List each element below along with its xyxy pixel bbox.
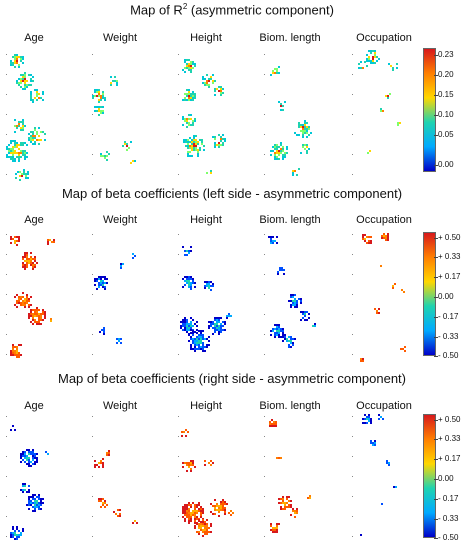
colorbar-tick-label: - 0.50 [438, 351, 459, 360]
colorbar-tick [434, 499, 438, 500]
colorbar-tick [434, 479, 438, 480]
section-2-title: Map of beta coefficients (left side - as… [61, 186, 403, 201]
col-label-biom-length: Biom. length [259, 400, 321, 412]
map-right-weight [92, 412, 148, 548]
colorbar-tick-label: - 0.50 [438, 533, 459, 542]
title-text: Map of R [130, 2, 183, 18]
colorbar-tick-label: - 0.17 [438, 312, 459, 321]
title-text-suffix: (asymmetric component) [187, 2, 334, 18]
colorbar-tick [434, 459, 438, 460]
colorbar-beta-left [423, 232, 436, 356]
colorbar-tick [434, 317, 438, 318]
map-r2-occupation [352, 50, 408, 186]
colorbar-tick [434, 538, 438, 539]
section-1-title: Map of R2 (asymmetric component) [0, 2, 464, 17]
section-3-title: Map of beta coefficients (right side - a… [57, 371, 407, 386]
map-right-age [6, 412, 62, 548]
map-left-weight [92, 230, 148, 366]
col-label-height: Height [190, 400, 222, 412]
colorbar-tick [434, 337, 438, 338]
colorbar-tick [434, 420, 438, 421]
map-r2-weight [92, 50, 148, 186]
colorbar-tick-label: + 0.50 [438, 233, 461, 242]
map-right-biom-length [264, 412, 320, 548]
colorbar-tick-label: - 0.17 [438, 494, 459, 503]
colorbar-tick-label: + 0.33 [438, 252, 461, 261]
colorbar-tick [434, 277, 438, 278]
col-label-height: Height [190, 32, 222, 44]
colorbar-tick [434, 257, 438, 258]
title-superscript: 2 [182, 2, 188, 11]
map-r2-biom-length [264, 50, 320, 186]
col-label-weight: Weight [102, 400, 138, 412]
colorbar-tick [434, 95, 438, 96]
map-left-age [6, 230, 62, 366]
colorbar-tick-label: + 0.17 [438, 454, 461, 463]
colorbar-tick-label: + 0.50 [438, 415, 461, 424]
col-label-height: Height [190, 214, 222, 226]
colorbar-tick-label: 0.00 [438, 160, 454, 169]
colorbar-tick-label: 0.15 [438, 90, 454, 99]
col-label-age: Age [24, 400, 44, 412]
colorbar-tick [434, 439, 438, 440]
map-r2-age [6, 50, 62, 186]
colorbar-tick-label: + 0.17 [438, 272, 461, 281]
colorbar-tick-label: - 0.33 [438, 514, 459, 523]
colorbar-tick [434, 75, 438, 76]
colorbar-tick-label: 0.00 [438, 474, 454, 483]
colorbar-r2 [423, 48, 436, 172]
col-label-occupation: Occupation [356, 32, 412, 44]
colorbar-tick [434, 519, 438, 520]
colorbar-tick-label: 0.10 [438, 110, 454, 119]
col-label-biom-length: Biom. length [259, 214, 321, 226]
col-label-age: Age [24, 32, 44, 44]
map-right-occupation [352, 412, 408, 548]
map-left-height [178, 230, 234, 366]
colorbar-tick-label: 0.00 [438, 292, 454, 301]
colorbar-tick [434, 55, 438, 56]
col-label-biom-length: Biom. length [259, 32, 321, 44]
colorbar-tick-label: - 0.33 [438, 332, 459, 341]
colorbar-tick [434, 297, 438, 298]
col-label-weight: Weight [102, 214, 138, 226]
colorbar-tick [434, 238, 438, 239]
col-label-occupation: Occupation [356, 214, 412, 226]
colorbar-tick-label: 0.20 [438, 70, 454, 79]
colorbar-tick [434, 135, 438, 136]
colorbar-tick-label: 0.05 [438, 130, 454, 139]
colorbar-beta-right [423, 414, 436, 538]
colorbar-tick [434, 165, 438, 166]
colorbar-tick-label: + 0.33 [438, 434, 461, 443]
map-r2-height [178, 50, 234, 186]
map-right-height [178, 412, 234, 548]
map-left-biom-length [264, 230, 320, 366]
colorbar-tick [434, 115, 438, 116]
colorbar-tick-label: 0.23 [438, 50, 454, 59]
col-label-weight: Weight [102, 32, 138, 44]
colorbar-tick [434, 356, 438, 357]
col-label-occupation: Occupation [356, 400, 412, 412]
map-left-occupation [352, 230, 408, 366]
col-label-age: Age [24, 214, 44, 226]
